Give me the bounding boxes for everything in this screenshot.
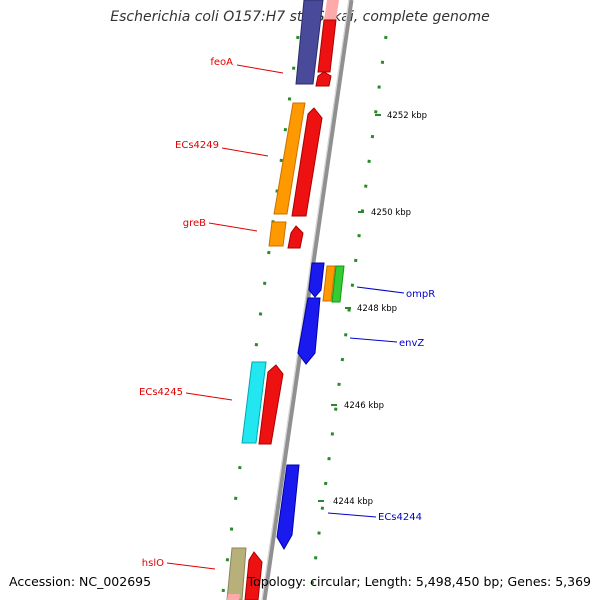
- leader-hslO: [166, 562, 216, 570]
- gene-label-ECs4245[interactable]: ECs4245: [139, 387, 183, 398]
- leader-ompR: [356, 286, 405, 294]
- gene-ECs4245-red[interactable]: [258, 364, 284, 445]
- gene-navy-top[interactable]: [295, 0, 324, 85]
- leader-feoA: [236, 64, 284, 74]
- gene-greB-red[interactable]: [287, 225, 304, 249]
- gene-ECs4249-red[interactable]: [291, 107, 323, 217]
- gene-hslO-olive[interactable]: [226, 547, 247, 600]
- genome-backbone-highlight: [261, 0, 350, 600]
- gene-ompR-blue-a[interactable]: [308, 262, 325, 298]
- ruler-label-4248: 4248 kbp: [357, 304, 397, 314]
- gene-label-ECs4244[interactable]: ECs4244: [378, 512, 422, 523]
- gene-hslO-red[interactable]: [244, 551, 263, 600]
- gene-label-greB[interactable]: greB: [183, 218, 206, 229]
- gene-label-hslO[interactable]: hslO: [142, 558, 164, 569]
- gene-ECs4244-blue[interactable]: [276, 464, 300, 550]
- gene-pink-bottom[interactable]: [227, 594, 240, 600]
- gene-ompR-green[interactable]: [331, 265, 345, 303]
- ruler-label-4250: 4250 kbp: [371, 208, 411, 218]
- gene-label-ECs4249[interactable]: ECs4249: [175, 140, 219, 151]
- gene-feoA-arrow[interactable]: [315, 71, 332, 87]
- gene-ECs4245-cyan[interactable]: [241, 361, 267, 444]
- ruler-label-4252: 4252 kbp: [387, 111, 427, 121]
- leader-ECs4245: [185, 392, 233, 401]
- ruler-label-4246: 4246 kbp: [344, 401, 384, 411]
- gene-red-top[interactable]: [317, 19, 337, 73]
- gene-ompR-orange[interactable]: [322, 265, 336, 302]
- ruler-label-4244: 4244 kbp: [333, 497, 373, 507]
- genome-summary-text: Topology: circular; Length: 5,498,450 bp…: [247, 574, 591, 589]
- accession-text: Accession: NC_002695: [9, 574, 152, 589]
- gene-envZ-blue[interactable]: [297, 297, 321, 365]
- gene-greB-orange[interactable]: [268, 221, 287, 247]
- gene-ECs4249-orange[interactable]: [273, 102, 306, 215]
- gene-label-feoA[interactable]: feoA: [210, 57, 233, 68]
- leader-envZ: [349, 337, 398, 343]
- leader-greB: [208, 222, 258, 232]
- inner-ruler-dots: [220, 35, 300, 600]
- gene-label-envZ[interactable]: envZ: [399, 338, 424, 349]
- gene-pink-top[interactable]: [324, 0, 339, 20]
- gene-label-ompR[interactable]: ompR: [406, 289, 435, 300]
- map-title: Escherichia coli O157:H7 str. Sakai, com…: [110, 9, 490, 25]
- leader-ECs4249: [221, 147, 269, 157]
- leader-ECs4244: [327, 512, 377, 518]
